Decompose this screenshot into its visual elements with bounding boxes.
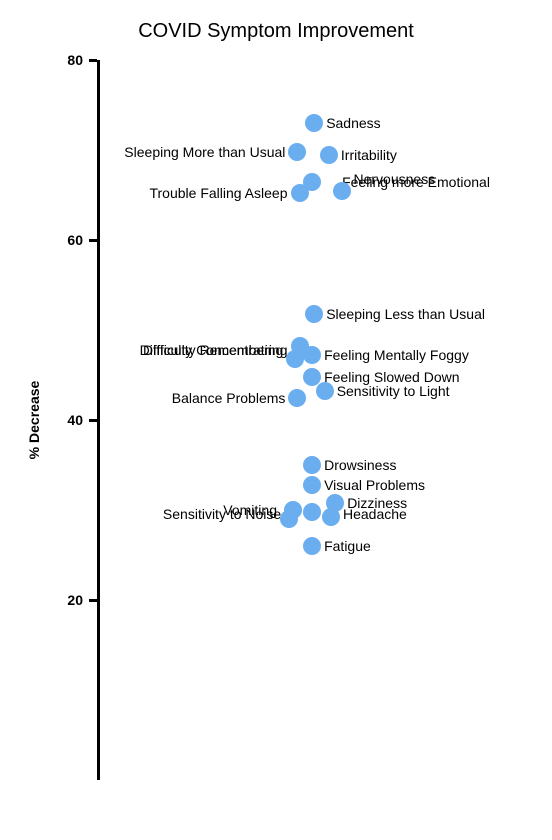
data-point-label: Headache [343,506,407,522]
data-point-label: Visual Problems [324,477,425,493]
data-point-label: Difficulty Concentrating [140,342,284,358]
data-point-label: Vomiting [223,502,277,518]
data-point [320,146,338,164]
data-point-label: Sleeping More than Usual [124,144,285,160]
y-tick [89,599,97,602]
y-tick [89,239,97,242]
data-point [288,389,306,407]
data-point [303,503,321,521]
data-point [288,143,306,161]
data-point-label: Nervousness [354,171,436,187]
data-point-label: Feeling Mentally Foggy [324,347,469,363]
data-point-label: Balance Problems [172,390,286,406]
data-point [322,508,340,526]
data-point-label: Fatigue [324,538,371,554]
data-point [305,114,323,132]
y-tick [89,419,97,422]
data-point-label: Sadness [326,115,380,131]
data-point [291,184,309,202]
data-point [280,510,298,528]
data-point [305,305,323,323]
data-point [303,537,321,555]
data-point [316,382,334,400]
data-point-label: Trouble Falling Asleep [149,185,287,201]
data-point-label: Irritability [341,147,397,163]
y-tick-label: 40 [43,412,83,428]
y-tick [89,59,97,62]
covid-symptom-chart: COVID Symptom Improvement % Decrease 20 4… [0,0,552,840]
y-tick-label: 80 [43,52,83,68]
data-point [333,182,351,200]
data-point-label: Sensitivity to Light [337,383,450,399]
data-point [286,350,304,368]
chart-title: COVID Symptom Improvement [0,20,552,43]
data-point [303,476,321,494]
y-tick-label: 20 [43,592,83,608]
y-axis [97,60,100,780]
data-point-label: Drowsiness [324,457,396,473]
data-point [303,456,321,474]
y-axis-label: % Decrease [26,360,42,480]
y-tick-label: 60 [43,232,83,248]
data-point [303,346,321,364]
data-point-label: Sleeping Less than Usual [326,306,485,322]
